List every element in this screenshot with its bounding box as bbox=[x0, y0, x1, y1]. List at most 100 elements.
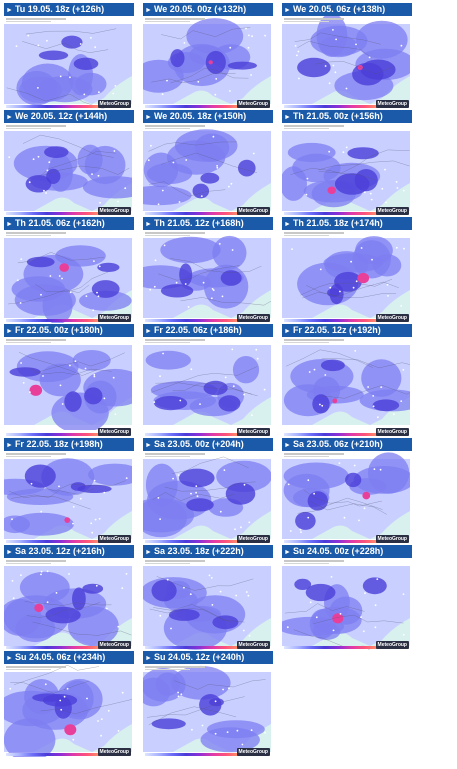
panel-header[interactable]: ► Sa 23.05. 00z (+204h) bbox=[143, 438, 273, 451]
precipitation-map[interactable]: MeteoGroup bbox=[143, 337, 273, 437]
panel-header[interactable]: ► Su 24.05. 00z (+228h) bbox=[282, 545, 412, 558]
panel-timestamp-label: We 20.05. 18z (+150h) bbox=[153, 111, 247, 121]
forecast-panel[interactable]: ► Tu 19.05. 18z (+126h) MeteoGroup bbox=[4, 3, 134, 109]
panel-header[interactable]: ► We 20.05. 06z (+138h) bbox=[282, 3, 412, 16]
forecast-panel[interactable]: ► Sa 23.05. 18z (+222h) MeteoGroup bbox=[143, 545, 273, 650]
city-marker bbox=[329, 286, 332, 289]
city-marker bbox=[372, 405, 375, 408]
precipitation-map[interactable]: MeteoGroup bbox=[143, 451, 273, 544]
city-marker bbox=[20, 362, 22, 364]
precipitation-map[interactable]: MeteoGroup bbox=[4, 558, 134, 650]
precipitation-map[interactable]: MeteoGroup bbox=[282, 123, 412, 216]
precip-heavy-area bbox=[82, 583, 104, 594]
forecast-panel[interactable]: ► Fr 22.05. 18z (+198h) MeteoGroup bbox=[4, 438, 134, 544]
city-marker bbox=[216, 165, 218, 167]
play-arrow-icon: ► bbox=[284, 114, 291, 121]
city-marker bbox=[72, 738, 75, 741]
precip-mid-area bbox=[4, 718, 56, 757]
forecast-panel[interactable]: ► Th 21.05. 06z (+162h) MeteoGroup bbox=[4, 217, 134, 323]
precipitation-map[interactable]: MeteoGroup bbox=[143, 664, 273, 757]
precipitation-map[interactable]: MeteoGroup bbox=[282, 451, 412, 544]
city-marker bbox=[385, 201, 387, 204]
meteogroup-logo: MeteoGroup bbox=[375, 535, 409, 543]
city-marker bbox=[402, 633, 405, 636]
map-graphic bbox=[143, 18, 271, 104]
panel-header[interactable]: ► Fr 22.05. 00z (+180h) bbox=[4, 324, 134, 337]
precipitation-map[interactable]: MeteoGroup bbox=[282, 16, 412, 109]
panel-header[interactable]: ► Sa 23.05. 06z (+210h) bbox=[282, 438, 412, 451]
forecast-panel[interactable]: ► Sa 23.05. 00z (+204h) MeteoGroup bbox=[143, 438, 273, 544]
precipitation-map[interactable]: MeteoGroup bbox=[143, 230, 273, 323]
city-marker bbox=[371, 258, 373, 261]
city-marker bbox=[159, 518, 161, 520]
city-marker bbox=[170, 627, 172, 630]
forecast-panel[interactable]: ► Fr 22.05. 00z (+180h) MeteoGroup bbox=[4, 324, 134, 437]
panel-header[interactable]: ► Su 24.05. 12z (+240h) bbox=[143, 651, 273, 664]
forecast-panel[interactable]: ► Su 24.05. 12z (+240h) MeteoGroup bbox=[143, 651, 273, 757]
forecast-panel[interactable]: ► Su 24.05. 00z (+228h) MeteoGroup bbox=[282, 545, 412, 650]
precip-heavy-area bbox=[205, 50, 226, 74]
panel-header[interactable]: ► Fr 22.05. 18z (+198h) bbox=[4, 438, 134, 451]
forecast-panel[interactable]: ► Su 24.05. 06z (+234h) MeteoGroup bbox=[4, 651, 134, 757]
precipitation-map[interactable]: MeteoGroup bbox=[4, 123, 134, 216]
forecast-panel[interactable]: ► We 20.05. 12z (+144h) MeteoGroup bbox=[4, 110, 134, 216]
city-marker bbox=[231, 249, 234, 251]
city-marker bbox=[93, 260, 95, 262]
forecast-panel[interactable]: ► Fr 22.05. 06z (+186h) MeteoGroup bbox=[143, 324, 273, 437]
forecast-panel[interactable]: ► We 20.05. 18z (+150h) MeteoGroup bbox=[143, 110, 273, 216]
city-marker bbox=[291, 248, 293, 250]
border-line bbox=[158, 265, 240, 281]
precipitation-map[interactable]: MeteoGroup bbox=[4, 230, 134, 323]
border-line bbox=[303, 489, 383, 507]
panel-header[interactable]: ► Sa 23.05. 12z (+216h) bbox=[4, 545, 134, 558]
forecast-panel[interactable]: ► Th 21.05. 18z (+174h) MeteoGroup bbox=[282, 217, 412, 323]
city-marker bbox=[358, 519, 360, 522]
precip-heavy-area bbox=[170, 49, 185, 68]
forecast-panel[interactable]: ► Sa 23.05. 06z (+210h) MeteoGroup bbox=[282, 438, 412, 544]
panel-header[interactable]: ► Fr 22.05. 06z (+186h) bbox=[143, 324, 273, 337]
panel-timestamp-label: Sa 23.05. 12z (+216h) bbox=[14, 546, 105, 556]
city-marker bbox=[379, 468, 382, 471]
border-line bbox=[148, 141, 238, 152]
forecast-panel[interactable]: ► We 20.05. 06z (+138h) MeteoGroup bbox=[282, 3, 412, 109]
precipitation-map[interactable]: MeteoGroup bbox=[143, 16, 273, 109]
panel-header[interactable]: ► We 20.05. 18z (+150h) bbox=[143, 110, 273, 123]
precipitation-map[interactable]: MeteoGroup bbox=[282, 230, 412, 323]
panel-header[interactable]: ► We 20.05. 12z (+144h) bbox=[4, 110, 134, 123]
border-line bbox=[40, 699, 132, 715]
precipitation-map[interactable]: MeteoGroup bbox=[143, 558, 273, 650]
panel-header[interactable]: ► Th 21.05. 18z (+174h) bbox=[282, 217, 412, 230]
panel-header[interactable]: ► Fr 22.05. 12z (+192h) bbox=[282, 324, 412, 337]
border-line bbox=[149, 181, 226, 197]
panel-header[interactable]: ► Th 21.05. 00z (+156h) bbox=[282, 110, 412, 123]
panel-header[interactable]: ► Th 21.05. 12z (+168h) bbox=[143, 217, 273, 230]
precip-heavy-area bbox=[84, 387, 103, 405]
precip-heavy-area bbox=[320, 359, 345, 372]
precipitation-map[interactable]: MeteoGroup bbox=[4, 337, 134, 437]
precipitation-map[interactable]: MeteoGroup bbox=[4, 451, 134, 544]
precipitation-map[interactable]: MeteoGroup bbox=[282, 337, 412, 437]
city-marker bbox=[189, 593, 192, 596]
forecast-panel[interactable]: ► Th 21.05. 12z (+168h) MeteoGroup bbox=[143, 217, 273, 323]
forecast-panel[interactable]: ► Fr 22.05. 12z (+192h) MeteoGroup bbox=[282, 324, 412, 437]
panel-header[interactable]: ► We 20.05. 00z (+132h) bbox=[143, 3, 273, 16]
panel-timestamp-label: Su 24.05. 12z (+240h) bbox=[153, 652, 245, 662]
forecast-panel[interactable]: ► We 20.05. 00z (+132h) MeteoGroup bbox=[143, 3, 273, 109]
panel-header[interactable]: ► Tu 19.05. 18z (+126h) bbox=[4, 3, 134, 16]
map-caption-line bbox=[284, 342, 329, 343]
panel-header[interactable]: ► Th 21.05. 06z (+162h) bbox=[4, 217, 134, 230]
city-marker bbox=[403, 247, 405, 250]
precipitation-map[interactable]: MeteoGroup bbox=[4, 664, 134, 757]
precipitation-map[interactable]: MeteoGroup bbox=[282, 558, 412, 650]
forecast-panel[interactable]: ► Th 21.05. 00z (+156h) MeteoGroup bbox=[282, 110, 412, 216]
forecast-panel[interactable]: ► Sa 23.05. 12z (+216h) MeteoGroup bbox=[4, 545, 134, 650]
border-line bbox=[321, 385, 410, 399]
precipitation-map[interactable]: MeteoGroup bbox=[143, 123, 273, 216]
city-marker bbox=[339, 290, 341, 293]
city-marker bbox=[68, 573, 70, 575]
panel-header[interactable]: ► Sa 23.05. 18z (+222h) bbox=[143, 545, 273, 558]
panel-header[interactable]: ► Su 24.05. 06z (+234h) bbox=[4, 651, 134, 664]
city-marker bbox=[250, 74, 252, 76]
precipitation-map[interactable]: MeteoGroup bbox=[4, 16, 134, 109]
precip-max-spot bbox=[327, 186, 336, 195]
